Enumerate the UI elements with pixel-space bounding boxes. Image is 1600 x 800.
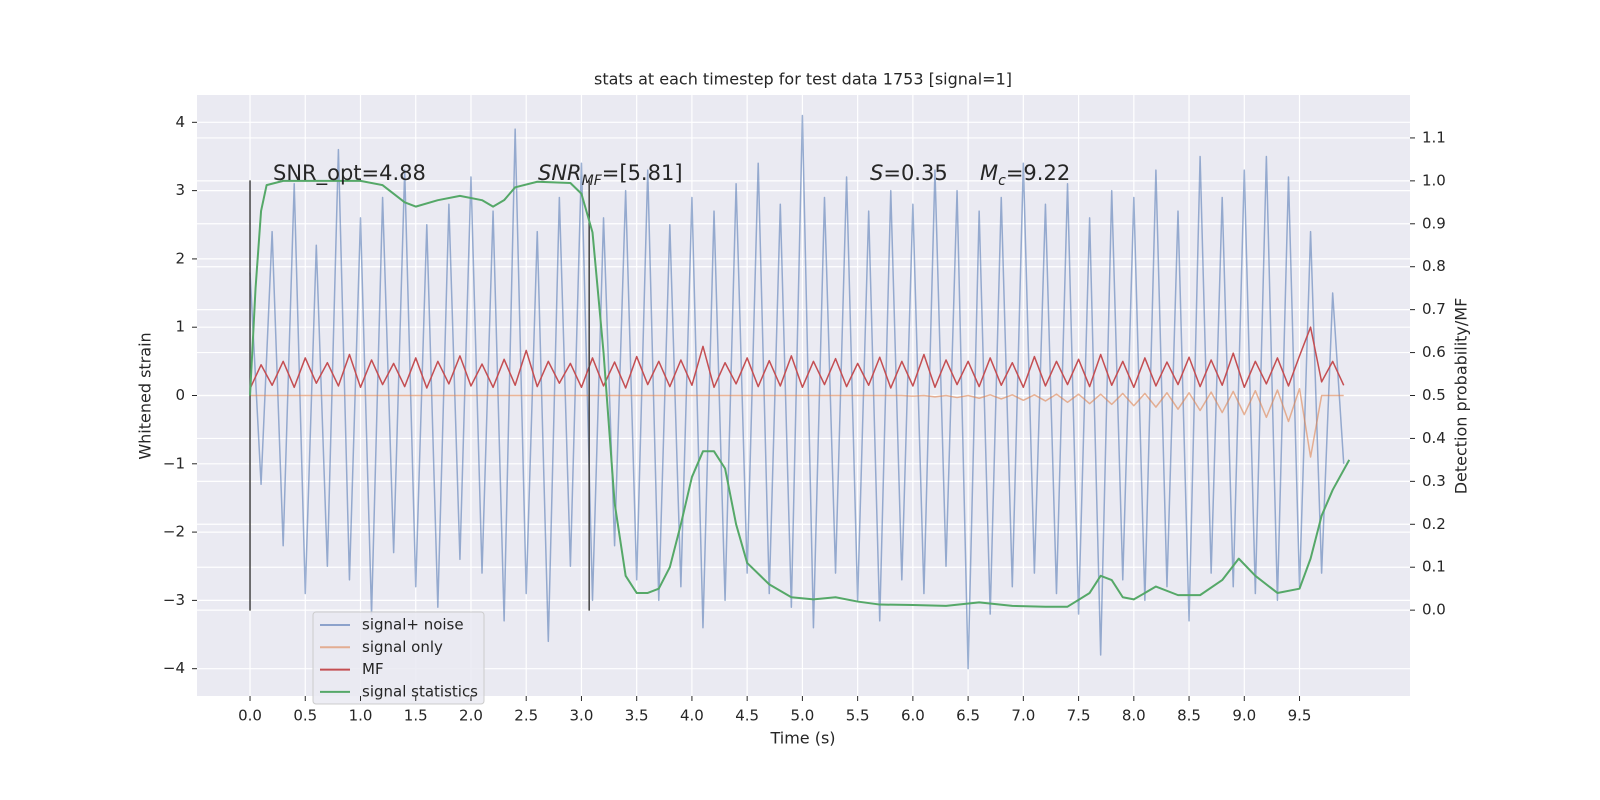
- y2-tick-label: 0.2: [1422, 515, 1446, 533]
- annotation-sub: c: [998, 173, 1006, 189]
- x-tick-label: 9.0: [1232, 707, 1256, 725]
- series-line: [249, 326, 1345, 389]
- y2-axis-label: Detection probability/MF: [1452, 298, 1471, 495]
- y2-tick-label: 0.7: [1422, 300, 1446, 318]
- annotation-part: =9.22: [1006, 161, 1070, 185]
- x-tick-label: 6.5: [956, 707, 980, 725]
- x-axis-label: Time (s): [769, 729, 835, 748]
- x-tick-label: 8.5: [1177, 707, 1201, 725]
- annotation-part: SNR: [538, 161, 582, 185]
- x-tick-label: 2.5: [514, 707, 538, 725]
- marks-layer: [249, 114, 1351, 670]
- x-tick-label: 0.0: [238, 707, 262, 725]
- y2-tick-label: 0.3: [1422, 472, 1446, 490]
- x-tick-label: 2.0: [459, 707, 483, 725]
- x-tick-label: 7.0: [1011, 707, 1035, 725]
- legend-box: [312, 611, 485, 705]
- annotation: Mc=9.22: [980, 161, 1070, 189]
- annotation: SNRMF=[5.81]: [538, 161, 683, 189]
- x-tick-label: 1.5: [404, 707, 428, 725]
- x-tick-label: 7.5: [1067, 707, 1091, 725]
- annotation-part: =[5.81]: [602, 161, 683, 185]
- x-tick-label: 3.0: [570, 707, 594, 725]
- y2-tick-label: 0.8: [1422, 257, 1446, 275]
- y2-tick-label: 0.5: [1422, 386, 1446, 404]
- y2-tick-label: 0.4: [1422, 429, 1446, 447]
- y-tick-label: −4: [163, 659, 185, 677]
- legend-label: signal only: [362, 638, 443, 656]
- y-tick-label: −3: [163, 591, 185, 609]
- series-line: [249, 114, 1345, 670]
- y-tick-label: −2: [163, 523, 185, 541]
- y-tick-label: 4: [175, 113, 185, 131]
- y-axis-label: Whitened strain: [136, 332, 155, 459]
- x-tick-label: 0.5: [293, 707, 317, 725]
- x-tick-label: 8.0: [1122, 707, 1146, 725]
- y2-tick-label: 1.1: [1422, 128, 1446, 146]
- y2-tick-label: 0.9: [1422, 214, 1446, 232]
- y2-tick-label: 0.6: [1422, 343, 1446, 361]
- legend-label: signal statistics: [362, 682, 478, 700]
- annotation-part: =0.35: [883, 161, 947, 185]
- annotation-part: M: [980, 161, 998, 185]
- annotation: SNR_opt=4.88: [273, 161, 426, 186]
- annotation: S=0.35: [870, 161, 948, 185]
- x-tick-label: 1.0: [349, 707, 373, 725]
- y-tick-label: 0: [175, 386, 185, 404]
- y2-tick-label: 0.0: [1422, 601, 1446, 619]
- legend-label: signal+ noise: [362, 616, 464, 634]
- y2-tick-label: 0.1: [1422, 558, 1446, 576]
- legend-label: MF: [362, 660, 384, 678]
- x-tick-label: 6.0: [901, 707, 925, 725]
- y-tick-label: −1: [163, 454, 185, 472]
- series-line: [249, 179, 1351, 608]
- x-tick-label: 9.5: [1288, 707, 1312, 725]
- x-tick-label: 4.5: [735, 707, 759, 725]
- y-tick-label: 3: [175, 181, 185, 199]
- annotation-sub: MF: [582, 173, 603, 189]
- y-tick-label: 2: [175, 249, 185, 267]
- y2-tick-label: 1.0: [1422, 171, 1446, 189]
- chart-title: stats at each timestep for test data 175…: [594, 70, 1012, 89]
- y-tick-label: 1: [175, 318, 185, 336]
- annotation-part: S: [870, 161, 883, 185]
- x-tick-label: 4.0: [680, 707, 704, 725]
- series-line: [250, 387, 1344, 458]
- x-tick-label: 5.5: [846, 707, 870, 725]
- x-tick-label: 5.0: [790, 707, 814, 725]
- x-tick-label: 3.5: [625, 707, 649, 725]
- legend: signal+ noise signal only MF signal statist…: [312, 611, 485, 705]
